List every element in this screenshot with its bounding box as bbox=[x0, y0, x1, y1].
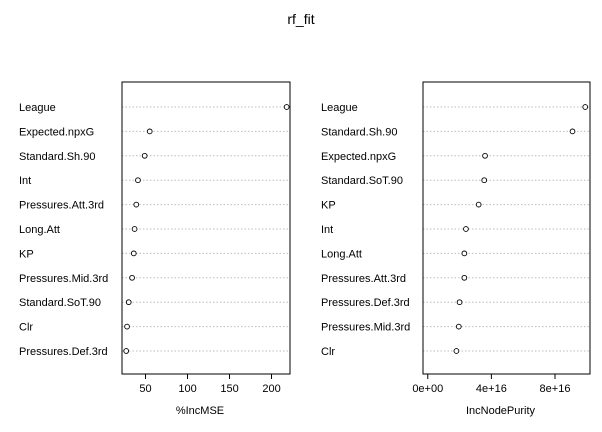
data-point bbox=[124, 323, 130, 330]
x-tick-label: 0e+00 bbox=[412, 383, 443, 395]
category-label: Standard.SoT.90 bbox=[321, 175, 403, 187]
data-point bbox=[125, 299, 132, 306]
data-point bbox=[283, 104, 290, 110]
category-label: Pressures.Def.3rd bbox=[19, 346, 108, 358]
category-label: Long.Att bbox=[19, 224, 60, 236]
data-point bbox=[463, 226, 469, 232]
category-label: Clr bbox=[321, 346, 335, 358]
category-label: KP bbox=[19, 248, 34, 260]
panel-purity: League Standard.Sh.90 Expected.npxG Standar… bbox=[321, 81, 591, 417]
data-point bbox=[453, 348, 460, 354]
panels: League Expected.npxG Standard.Sh.90 Int Pres… bbox=[19, 81, 591, 417]
data-point bbox=[135, 177, 141, 184]
data-point bbox=[146, 128, 153, 135]
plot-frame bbox=[422, 81, 591, 375]
data-point bbox=[133, 201, 140, 208]
x-tick-label: 4e+16 bbox=[476, 383, 507, 395]
category-label: Expected.npxG bbox=[19, 126, 94, 138]
category-label: Pressures.Att.3rd bbox=[321, 273, 406, 285]
data-point bbox=[482, 152, 488, 159]
category-label: Int bbox=[321, 224, 333, 236]
category-label: Int bbox=[19, 175, 31, 187]
category-label: Clr bbox=[19, 322, 33, 334]
category-label: Pressures.Mid.3rd bbox=[19, 273, 108, 285]
x-axis-label: %IncMSE bbox=[176, 405, 224, 417]
x-tick-label: 200 bbox=[262, 383, 280, 395]
x-tick-label: 150 bbox=[220, 383, 238, 395]
category-label: League bbox=[321, 102, 358, 114]
data-point bbox=[582, 104, 589, 110]
data-point bbox=[141, 152, 148, 159]
data-point bbox=[123, 348, 130, 354]
x-tick-label: 50 bbox=[139, 383, 151, 395]
data-point bbox=[455, 323, 462, 330]
panel-mse: League Expected.npxG Standard.Sh.90 Int Pres… bbox=[19, 81, 291, 417]
data-point bbox=[481, 177, 488, 184]
category-label: Expected.npxG bbox=[321, 151, 396, 163]
category-label: Pressures.Att.3rd bbox=[19, 200, 104, 212]
category-label: Pressures.Def.3rd bbox=[321, 297, 410, 309]
category-label: KP bbox=[321, 200, 336, 212]
category-label: Standard.Sh.90 bbox=[321, 126, 397, 138]
chart-title: rf_fit bbox=[287, 11, 314, 27]
data-point bbox=[475, 201, 482, 208]
category-label: League bbox=[19, 102, 56, 114]
data-point bbox=[456, 299, 463, 306]
data-point bbox=[129, 274, 135, 281]
category-label: Standard.SoT.90 bbox=[19, 297, 101, 309]
data-point bbox=[130, 250, 137, 257]
x-axis-label: IncNodePurity bbox=[466, 405, 536, 417]
data-point bbox=[461, 250, 468, 257]
plot-frame bbox=[121, 81, 291, 375]
category-label: Long.Att bbox=[321, 248, 362, 260]
data-point bbox=[461, 274, 468, 281]
category-label: Standard.Sh.90 bbox=[19, 151, 95, 163]
x-tick-label: 8e+16 bbox=[540, 383, 571, 395]
data-point bbox=[569, 128, 576, 135]
category-label: Pressures.Mid.3rd bbox=[321, 322, 410, 334]
data-point bbox=[131, 226, 138, 232]
x-tick-label: 100 bbox=[178, 383, 196, 395]
